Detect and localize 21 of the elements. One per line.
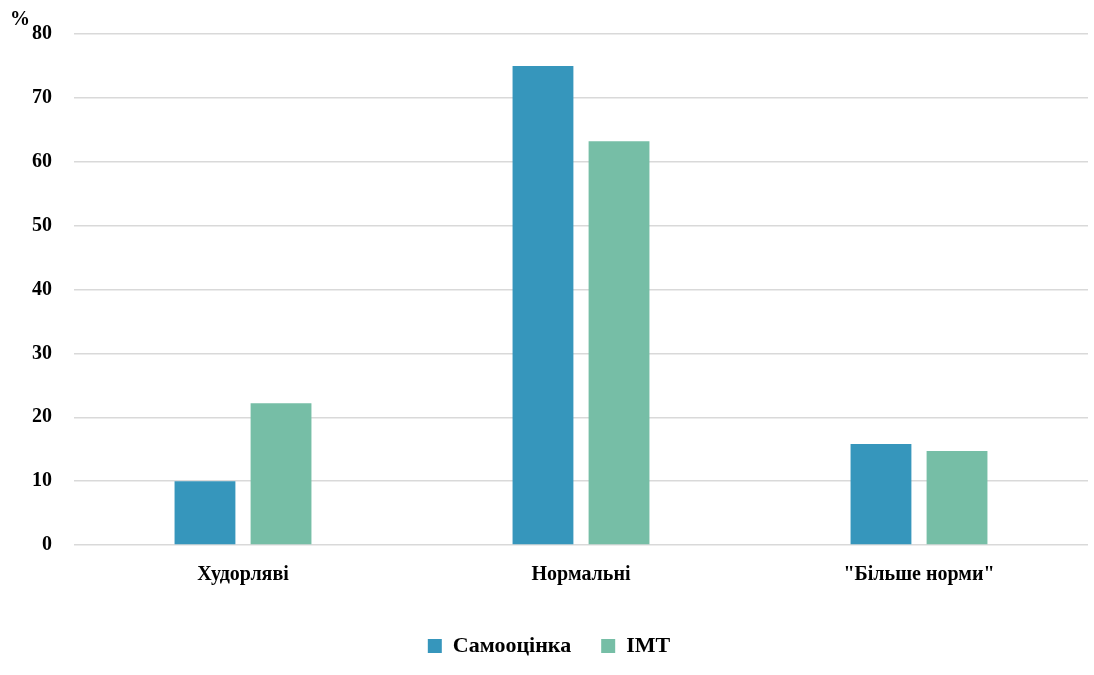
bar — [174, 481, 236, 545]
y-tick-label: 0 — [42, 532, 52, 555]
y-tick-label: 10 — [32, 468, 52, 491]
bar — [512, 65, 574, 545]
y-axis-title: % — [10, 7, 30, 30]
y-tick-label: 30 — [32, 340, 52, 363]
x-tick-label: Худорляві — [197, 562, 290, 586]
bar — [250, 403, 312, 545]
x-tick-label: Нормальні — [531, 562, 631, 586]
y-tick-label: 50 — [32, 212, 52, 235]
legend-label: ІМТ — [626, 631, 671, 657]
bar — [926, 451, 988, 545]
bar — [850, 444, 912, 545]
y-tick-label: 40 — [32, 276, 52, 299]
y-tick-label: 20 — [32, 404, 52, 427]
x-tick-label: "Більше норми" — [843, 562, 995, 586]
y-tick-label: 70 — [32, 85, 52, 108]
y-tick-label: 80 — [32, 21, 52, 44]
y-tick-label: 60 — [32, 148, 52, 171]
legend-label: Самооцінка — [452, 631, 572, 657]
bar — [588, 141, 650, 545]
